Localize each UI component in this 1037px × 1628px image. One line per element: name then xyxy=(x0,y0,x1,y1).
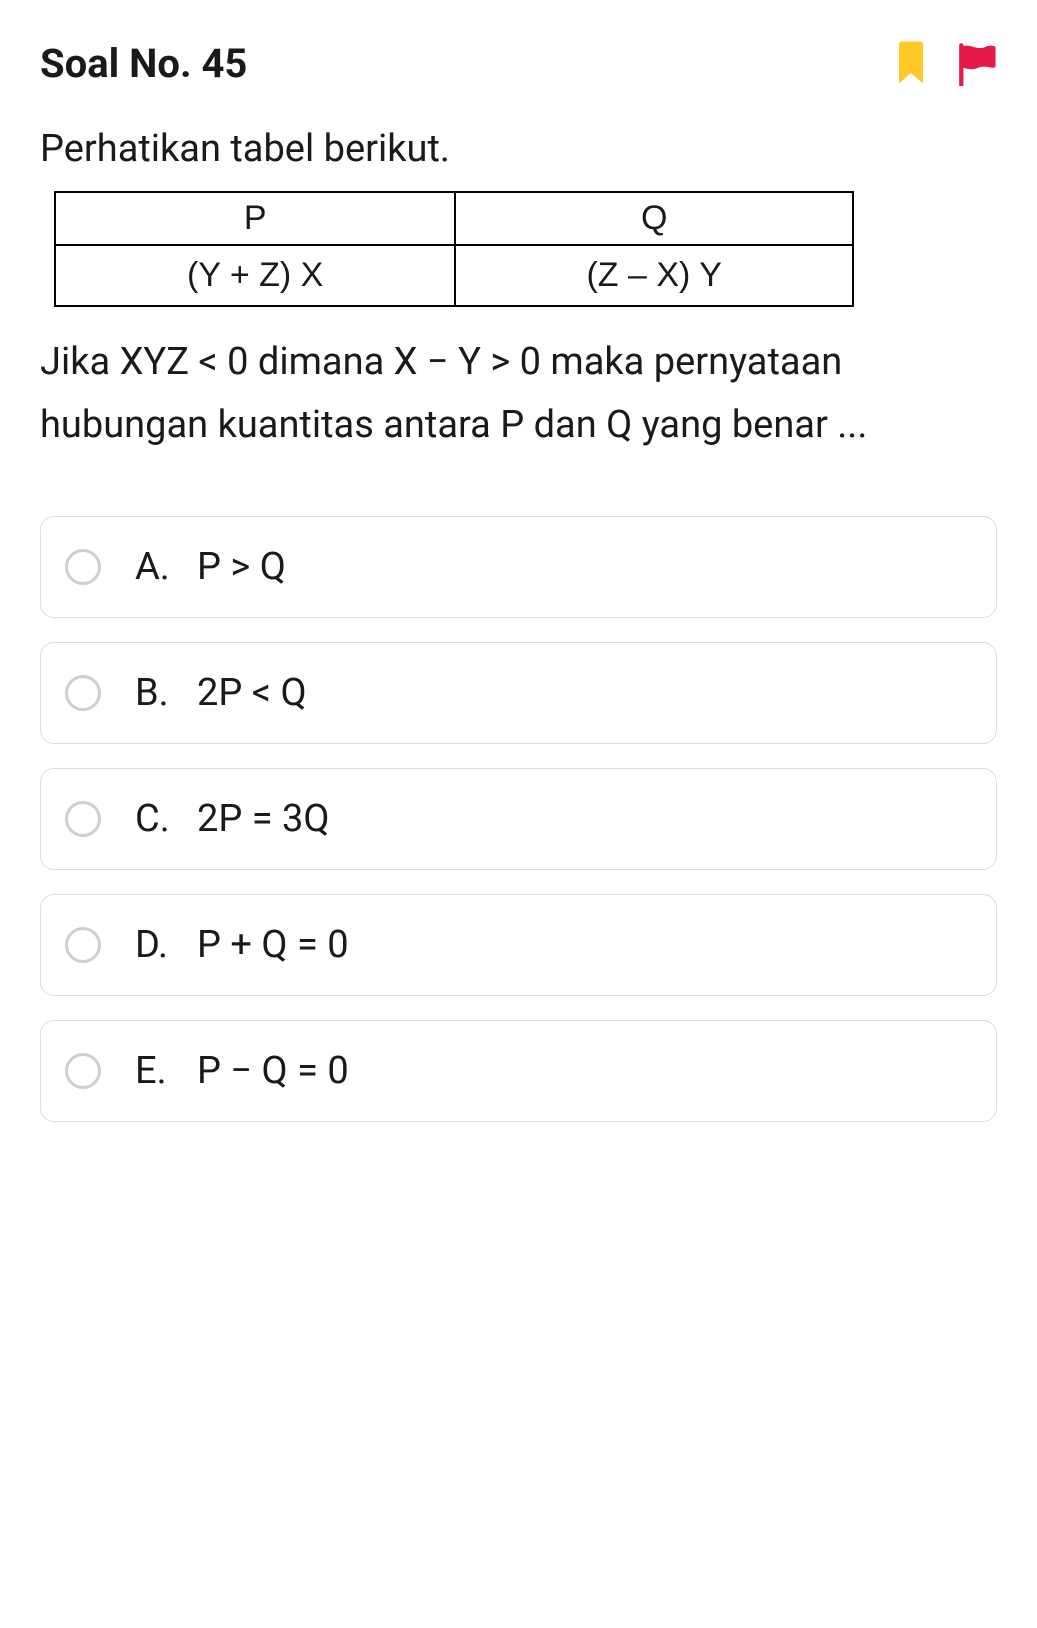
option-letter: E. xyxy=(135,1049,179,1093)
table-cell-q: (Z – X) Y xyxy=(455,245,853,306)
option-a[interactable]: A. P > Q xyxy=(40,516,997,618)
radio-icon xyxy=(65,927,101,963)
header-row: Soal No. 45 xyxy=(40,40,997,87)
option-text: 2P = 3Q xyxy=(197,797,330,841)
option-b[interactable]: B. 2P < Q xyxy=(40,642,997,744)
option-label: E. P − Q = 0 xyxy=(135,1049,349,1093)
option-label: D. P + Q = 0 xyxy=(135,923,349,967)
option-label: A. P > Q xyxy=(135,545,286,589)
option-label: B. 2P < Q xyxy=(135,671,307,715)
flag-icon[interactable] xyxy=(957,42,997,86)
option-text: P − Q = 0 xyxy=(197,1049,349,1093)
option-text: 2P < Q xyxy=(197,671,307,715)
option-letter: B. xyxy=(135,671,179,715)
bookmark-icon[interactable] xyxy=(893,41,929,87)
radio-icon xyxy=(65,801,101,837)
table-cell-p: (Y + Z) X xyxy=(55,245,455,306)
radio-icon xyxy=(65,549,101,585)
pq-table: P Q (Y + Z) X (Z – X) Y xyxy=(54,191,854,307)
header-icons xyxy=(893,41,997,87)
question-body: Jika XYZ < 0 dimana X − Y > 0 maka perny… xyxy=(40,331,997,456)
question-title: Soal No. 45 xyxy=(40,40,247,87)
option-letter: C. xyxy=(135,797,179,841)
option-e[interactable]: E. P − Q = 0 xyxy=(40,1020,997,1122)
option-text: P + Q = 0 xyxy=(197,923,349,967)
option-c[interactable]: C. 2P = 3Q xyxy=(40,768,997,870)
table-header-p: P xyxy=(55,192,455,245)
radio-icon xyxy=(65,1053,101,1089)
option-letter: A. xyxy=(135,545,179,589)
table-header-q: Q xyxy=(455,192,853,245)
option-d[interactable]: D. P + Q = 0 xyxy=(40,894,997,996)
radio-icon xyxy=(65,675,101,711)
option-letter: D. xyxy=(135,923,179,967)
option-label: C. 2P = 3Q xyxy=(135,797,330,841)
intro-text: Perhatikan tabel berikut. xyxy=(40,127,997,171)
options-list: A. P > Q B. 2P < Q C. 2P = 3Q D. P + Q =… xyxy=(40,516,997,1122)
option-text: P > Q xyxy=(197,545,286,589)
